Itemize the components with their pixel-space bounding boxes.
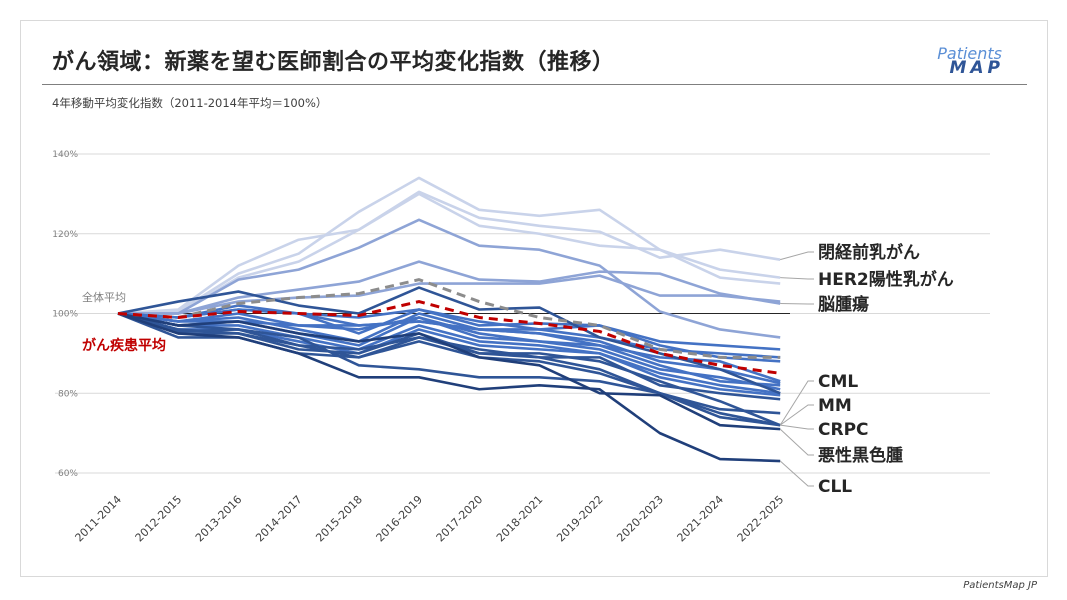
leader-line [780,424,814,430]
series-line-20 [117,312,781,427]
x-tick-label: 2015-2018 [313,493,365,545]
patientsmap-logo: Patients MAP [924,44,1024,78]
series-line-0 [117,176,781,315]
x-tick-label: 2011-2014 [73,493,125,545]
series-label: 脳腫瘍 [818,294,869,315]
leader-line [780,251,814,261]
x-tick-label: 2013-2016 [193,493,245,545]
x-tick-label: 2018-2021 [494,493,546,545]
series-line-3 [118,218,781,339]
chart-subtitle: 4年移動平均変化指数（2011-2014年平均＝100%） [52,96,328,110]
y-tick-label: 100% [52,310,78,320]
x-tick-label: 2017-2020 [434,493,486,545]
y-tick-label: 60% [58,469,78,479]
x-tick-label: 2014-2017 [253,493,305,545]
x-tick-label: 2019-2022 [554,493,606,545]
x-tick-label: 2020-2023 [614,493,666,545]
series-line-23 [117,278,781,359]
series-label: HER2陽性乳がん [818,269,954,290]
leader-line [780,277,814,280]
series-label: CLL [818,477,852,497]
x-tick-label: 2021-2024 [675,493,727,545]
logo-map: MAP [949,58,1004,78]
leader-line [779,460,814,487]
cancer-average-label: がん疾患平均 [82,337,166,354]
series-line-10 [117,312,781,385]
series-label: MM [818,396,852,416]
footer-credit: PatientsMap JP [963,580,1037,591]
logo-patients: Patients [937,44,1002,63]
overall-average-label: 全体平均 [82,290,126,304]
leader-line [779,428,814,456]
y-tick-label: 140% [52,150,78,160]
x-tick-label: 2012-2015 [133,493,185,545]
series-line-12 [117,312,781,395]
title-divider [42,84,1027,85]
series-label: CML [818,372,858,392]
y-tick-label: 80% [58,389,78,399]
leader-line [779,380,814,426]
series-line-5 [118,274,781,315]
x-tick-label: 2022-2025 [735,493,787,545]
leader-line [779,404,814,426]
series-line-2 [118,192,781,315]
page-title: がん領域：新薬を望む医師割合の平均変化指数（推移） [52,50,615,75]
series-line-21 [117,312,781,431]
series-line-22 [117,312,781,463]
series-label: CRPC [818,420,869,440]
series-line-1 [117,190,781,315]
chart-frame [20,20,1048,577]
series-line-9 [117,304,781,363]
series-line-24 [117,300,781,375]
x-tick-label: 2016-2019 [374,493,426,545]
y-tick-label: 120% [52,230,78,240]
series-line-4 [118,260,781,315]
series-label: 閉経前乳がん [818,242,920,263]
series-label: 悪性黒色腫 [818,445,903,466]
